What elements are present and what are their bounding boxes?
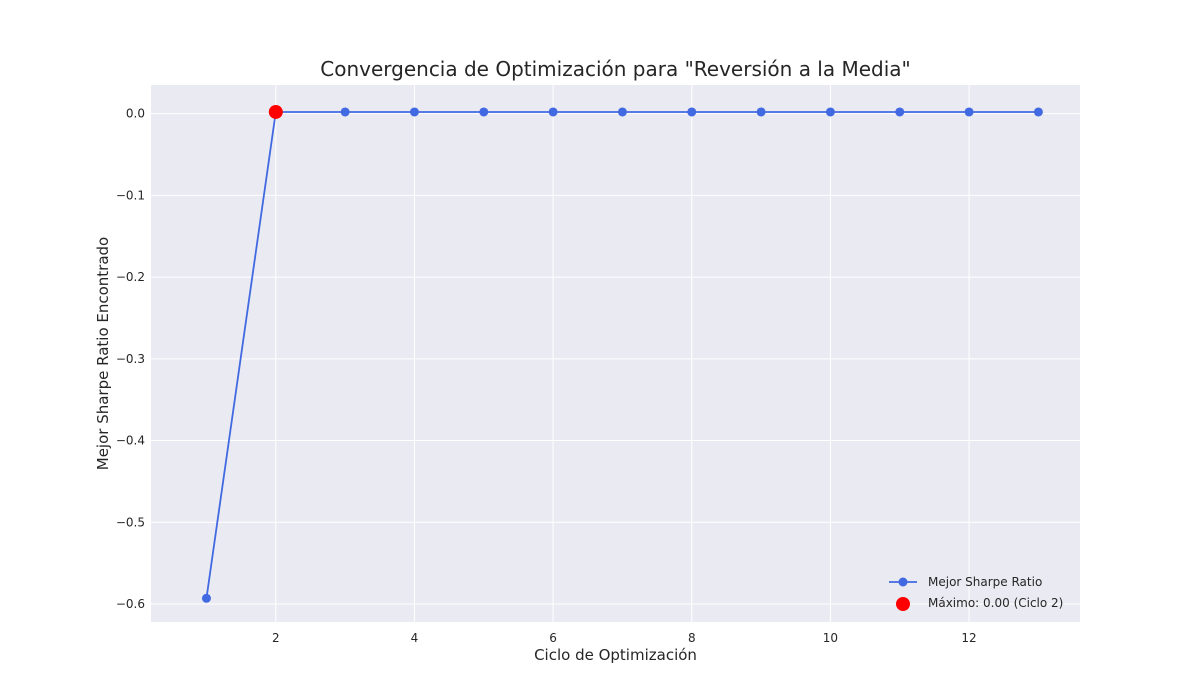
chart-title: Convergencia de Optimización para "Rever… bbox=[320, 57, 911, 81]
y-axis-label: Mejor Sharpe Ratio Encontrado bbox=[94, 237, 112, 471]
legend-highlight-label: Máximo: 0.00 (Ciclo 2) bbox=[928, 596, 1063, 610]
legend: Mejor Sharpe Ratio Máximo: 0.00 (Ciclo 2… bbox=[889, 575, 1063, 611]
grid bbox=[151, 85, 1080, 622]
plot-area bbox=[151, 85, 1080, 622]
legend-series-label: Mejor Sharpe Ratio bbox=[928, 575, 1042, 589]
legend-highlight-marker bbox=[896, 597, 910, 611]
x-axis-label: Ciclo de Optimización bbox=[534, 646, 697, 664]
x-tick-label: 2 bbox=[272, 631, 280, 645]
highlight-layer bbox=[268, 104, 283, 119]
x-tick-label: 10 bbox=[823, 631, 838, 645]
y-axis-ticks: 0.0 −0.1 −0.2 −0.3 −0.4 −0.5 −0.6 bbox=[116, 107, 145, 611]
x-axis-ticks: 2 4 6 8 10 12 bbox=[272, 631, 977, 645]
y-tick-label: 0.0 bbox=[126, 107, 145, 121]
data-point bbox=[1033, 107, 1043, 117]
data-point bbox=[687, 107, 697, 117]
x-tick-label: 8 bbox=[688, 631, 696, 645]
data-point bbox=[340, 107, 350, 117]
y-tick-label: −0.1 bbox=[116, 188, 145, 202]
data-point bbox=[825, 107, 835, 117]
max-point-marker bbox=[268, 104, 283, 119]
y-tick-label: −0.3 bbox=[116, 352, 145, 366]
data-point bbox=[409, 107, 419, 117]
data-point bbox=[548, 107, 558, 117]
x-tick-label: 4 bbox=[411, 631, 419, 645]
y-tick-label: −0.6 bbox=[116, 597, 145, 611]
series-layer bbox=[201, 107, 1043, 603]
data-point bbox=[479, 107, 489, 117]
data-point bbox=[756, 107, 766, 117]
y-tick-label: −0.2 bbox=[116, 270, 145, 284]
y-tick-label: −0.4 bbox=[116, 434, 145, 448]
x-tick-label: 6 bbox=[549, 631, 557, 645]
x-tick-label: 12 bbox=[961, 631, 976, 645]
data-point bbox=[201, 593, 211, 603]
data-point bbox=[964, 107, 974, 117]
legend-series-marker bbox=[898, 577, 908, 587]
data-point bbox=[895, 107, 905, 117]
y-tick-label: −0.5 bbox=[116, 515, 145, 529]
data-point bbox=[617, 107, 627, 117]
